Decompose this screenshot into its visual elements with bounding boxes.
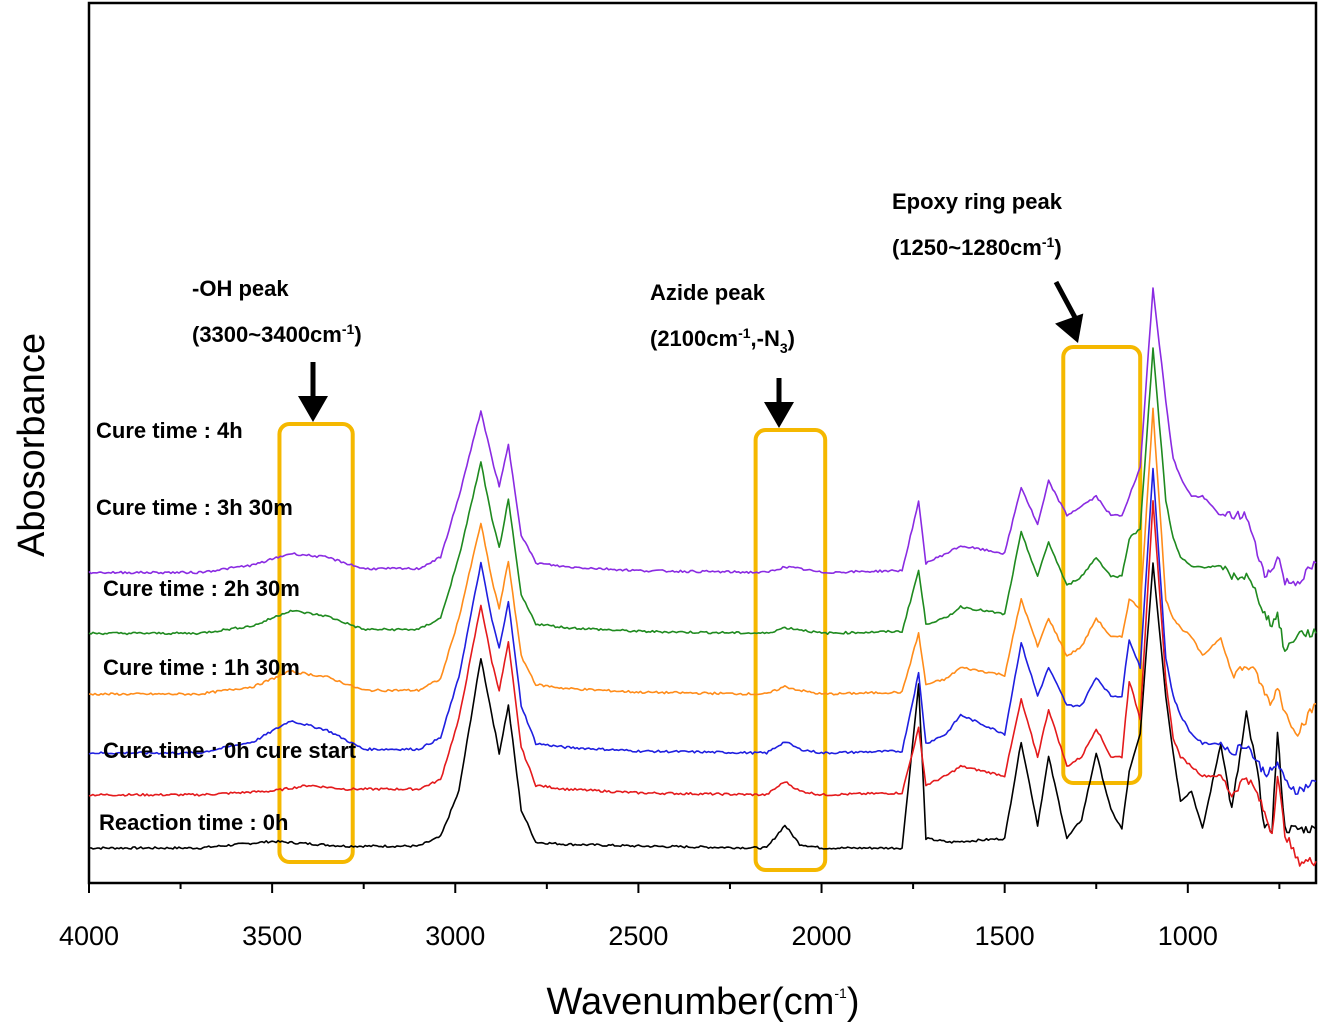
trace-4 (88, 347, 1317, 652)
annot-title-azide: Azide peak (650, 280, 766, 305)
series-label-3: Cure time : 2h 30m (103, 576, 300, 601)
series-label-5: Cure time : 4h (96, 418, 243, 443)
series-label-2: Cure time : 1h 30m (103, 655, 300, 680)
x-axis-ticks: 4000 3500 3000 2500 2000 1500 1000 (59, 883, 1281, 951)
series-labels: Reaction time : 0h Cure time : 0h cure st… (96, 418, 357, 835)
x-tick-label: 1000 (1158, 921, 1218, 951)
annot-title-epoxy: Epoxy ring peak (892, 189, 1063, 214)
annotation-boxes (277, 345, 1143, 872)
peak-annotations: -OH peak (3300~3400cm-1) Azide peak (2100cm… (192, 189, 1084, 428)
annot-range-oh: (3300~3400cm-1) (192, 321, 362, 347)
peak-box-oh (277, 422, 355, 864)
annot-range-azide: (2100cm-1,-N3) (650, 325, 795, 356)
annot-title-oh: -OH peak (192, 276, 289, 301)
arrow-icon (764, 402, 794, 428)
peak-box-epoxy (1061, 345, 1143, 785)
x-tick-label: 3000 (425, 921, 485, 951)
trace-5 (88, 287, 1317, 587)
trace-0 (88, 562, 1317, 850)
trace-1 (88, 500, 1317, 867)
arrow-icon (1055, 313, 1084, 343)
x-tick-label: 3500 (242, 921, 302, 951)
series-label-4: Cure time : 3h 30m (96, 495, 293, 520)
spectra-traces (88, 287, 1317, 867)
series-label-1: Cure time : 0h cure start (103, 738, 357, 763)
x-axis-label: Wavenumber(cm-1) (547, 981, 860, 1023)
series-label-0: Reaction time : 0h (99, 810, 288, 835)
x-tick-label: 2500 (608, 921, 668, 951)
annot-range-epoxy: (1250~1280cm-1) (892, 234, 1062, 260)
x-tick-label: 1500 (975, 921, 1035, 951)
arrow-shaft-epoxy (1053, 280, 1081, 325)
plot-frame (87, 1, 1318, 885)
trace-3 (89, 407, 1317, 737)
x-tick-label: 4000 (59, 921, 119, 951)
peak-box-azide (753, 428, 828, 872)
trace-2 (88, 467, 1317, 795)
y-axis-label: Abosorbance (11, 333, 53, 557)
arrow-icon (298, 396, 328, 422)
x-tick-label: 2000 (791, 921, 851, 951)
